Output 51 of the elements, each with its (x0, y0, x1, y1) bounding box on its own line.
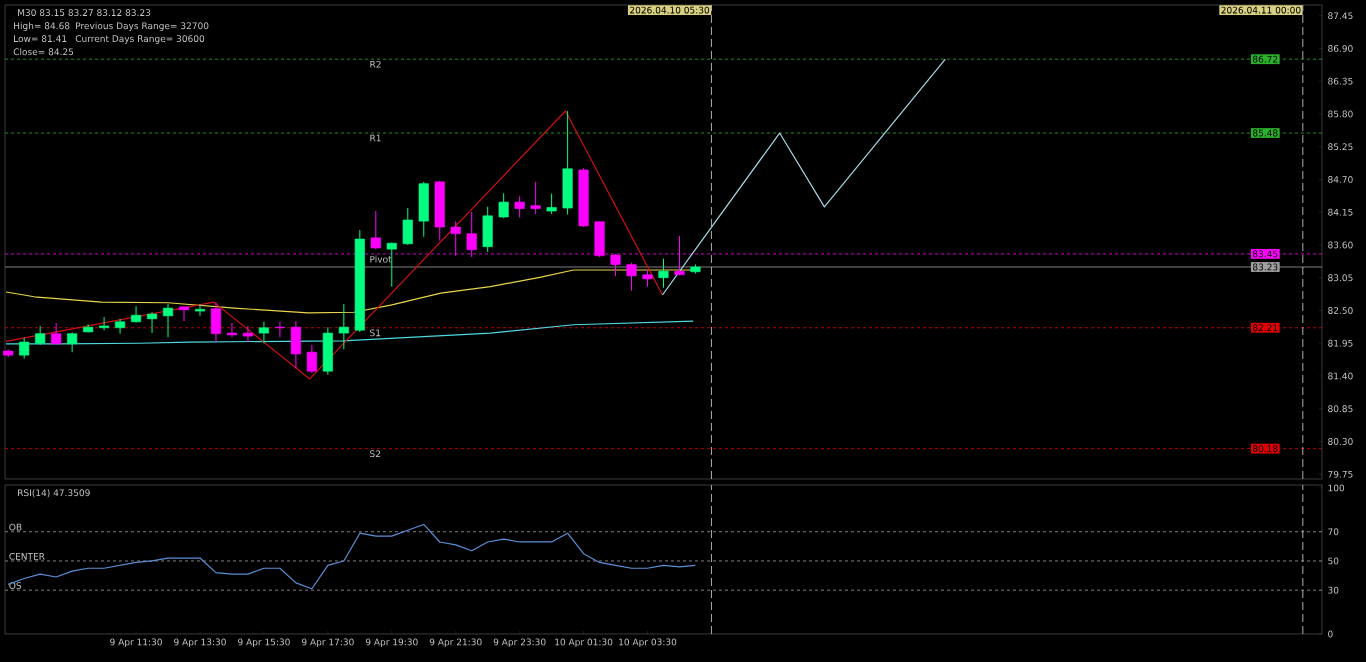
y-tick-label: 70 (1328, 528, 1339, 536)
annotation: High= 84.68 (14, 22, 70, 31)
y-tick-label: 30 (1328, 586, 1339, 594)
ref-line-label: 2026.04.11 00:00 (1221, 6, 1301, 14)
y-tick-label: 80.30 (1328, 438, 1353, 445)
annotation: R2 (370, 60, 381, 68)
x-tick-label: 9 Apr 17:30 (301, 638, 354, 648)
ref-line-label: 2026.04.10 05:30 (630, 6, 710, 14)
y-tick-label: 83.05 (1328, 274, 1353, 282)
annotation: Low= 81.41 (14, 35, 67, 42)
annotation: S2 (370, 450, 381, 458)
annotation: R1 (370, 134, 381, 142)
y-tick-label: 50 (1328, 557, 1339, 565)
x-tick-label: 9 Apr 13:30 (174, 638, 226, 648)
ref-line-label: OS (9, 582, 22, 589)
y-tick-label: 100 (1328, 484, 1345, 492)
y-tick-label: 80.85 (1328, 405, 1353, 413)
annotation: Close= 84.25 (13, 48, 74, 56)
y-tick-label: 86.90 (1328, 45, 1353, 52)
chart-title: M30 83.15 83.27 83.12 83.23 (18, 9, 151, 16)
y-tick-label: 84.70 (1328, 176, 1353, 183)
ref-line-label: 80.18 (1253, 445, 1278, 453)
y-tick-label: 83.60 (1328, 241, 1353, 249)
x-tick-label: 10 Apr 03:30 (619, 638, 677, 648)
y-tick-label: 82.50 (1328, 307, 1353, 314)
x-tick-label: 9 Apr 19:30 (365, 638, 418, 648)
x-tick-label: 9 Apr 15:30 (238, 638, 290, 648)
y-tick-label: 86.35 (1328, 77, 1353, 85)
ref-line-label: 82.21 (1253, 324, 1278, 332)
x-tick-label: 10 Apr 01:30 (555, 638, 613, 648)
annotation: Current Days Range= 30600 (75, 35, 205, 44)
y-tick-label: 87.45 (1328, 12, 1353, 20)
y-tick-label: 85.25 (1328, 143, 1353, 151)
y-tick-label: 85.80 (1328, 110, 1353, 118)
y-tick-label: 84.15 (1328, 208, 1353, 216)
y-tick-label: 0 (1328, 630, 1333, 638)
chart-title: RSI(14) 47.3509 (18, 489, 90, 498)
ref-line-label: 86.72 (1253, 55, 1278, 63)
ref-line-label: 85.48 (1253, 129, 1278, 137)
ref-line-label: CENTER (9, 552, 45, 560)
x-tick-label: 9 Apr 23:30 (493, 638, 546, 648)
annotation: Previous Days Range= 32700 (76, 22, 209, 31)
ref-line-label: 83.45 (1253, 250, 1278, 258)
ref-line-label: 83.23 (1253, 263, 1278, 271)
ref-line-label: OB (9, 523, 22, 531)
y-tick-label: 79.75 (1328, 470, 1353, 478)
annotation: S1 (370, 329, 381, 337)
y-tick-label: 81.95 (1328, 339, 1353, 347)
y-tick-label: 81.40 (1328, 372, 1353, 380)
x-tick-label: 9 Apr 11:30 (110, 638, 162, 648)
x-tick-label: 9 Apr 21:30 (429, 638, 482, 648)
